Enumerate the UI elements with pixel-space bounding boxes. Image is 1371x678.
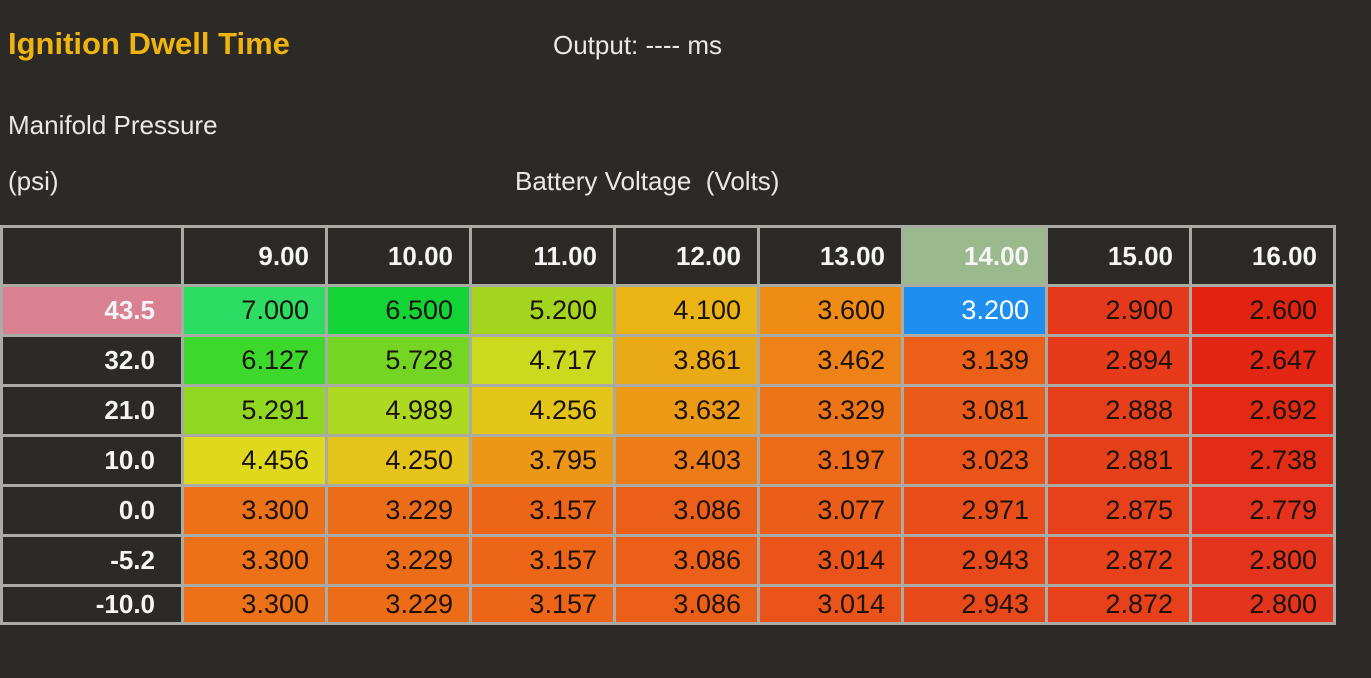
cell-r3c2[interactable]: 3.795 <box>469 434 616 487</box>
column-header-row: 9.00 10.00 11.00 12.00 13.00 14.00 15.00… <box>0 225 1336 287</box>
col-header-14.00-highlighted[interactable]: 14.00 <box>901 225 1048 287</box>
cell-r6c4[interactable]: 3.014 <box>757 584 904 625</box>
table-row: -5.2 3.300 3.229 3.157 3.086 3.014 2.943… <box>0 534 1336 587</box>
cell-r5c4[interactable]: 3.014 <box>757 534 904 587</box>
row-header-21.0[interactable]: 21.0 <box>0 384 184 437</box>
cell-r2c4[interactable]: 3.329 <box>757 384 904 437</box>
cell-r3c3[interactable]: 3.403 <box>613 434 760 487</box>
y-axis-label: Manifold Pressure <box>8 110 218 140</box>
cell-r0c0[interactable]: 7.000 <box>181 284 328 337</box>
cell-r5c6[interactable]: 2.872 <box>1045 534 1192 587</box>
cell-r4c0[interactable]: 3.300 <box>181 484 328 537</box>
cell-r1c4[interactable]: 3.462 <box>757 334 904 387</box>
cell-r6c7[interactable]: 2.800 <box>1189 584 1336 625</box>
table-row: 43.5 7.000 6.500 5.200 4.100 3.600 3.200… <box>0 284 1336 337</box>
cell-r1c7[interactable]: 2.647 <box>1189 334 1336 387</box>
row-header-0.0[interactable]: 0.0 <box>0 484 184 537</box>
cell-r3c0[interactable]: 4.456 <box>181 434 328 487</box>
cell-r1c1[interactable]: 5.728 <box>325 334 472 387</box>
cell-r6c2[interactable]: 3.157 <box>469 584 616 625</box>
cell-r3c1[interactable]: 4.250 <box>325 434 472 487</box>
cell-r6c6[interactable]: 2.872 <box>1045 584 1192 625</box>
row-header-43.5-highlighted[interactable]: 43.5 <box>0 284 184 337</box>
cell-r5c7[interactable]: 2.800 <box>1189 534 1336 587</box>
cell-r4c6[interactable]: 2.875 <box>1045 484 1192 537</box>
row-header-32.0[interactable]: 32.0 <box>0 334 184 387</box>
cell-r5c3[interactable]: 3.086 <box>613 534 760 587</box>
col-header-11.00[interactable]: 11.00 <box>469 225 616 287</box>
page-title: Ignition Dwell Time <box>8 26 290 61</box>
cell-r4c3[interactable]: 3.086 <box>613 484 760 537</box>
table-row: 32.0 6.127 5.728 4.717 3.861 3.462 3.139… <box>0 334 1336 387</box>
col-header-16.00[interactable]: 16.00 <box>1189 225 1336 287</box>
cell-r5c1[interactable]: 3.229 <box>325 534 472 587</box>
cell-r5c5[interactable]: 2.943 <box>901 534 1048 587</box>
cell-r6c1[interactable]: 3.229 <box>325 584 472 625</box>
cell-r4c7[interactable]: 2.779 <box>1189 484 1336 537</box>
cell-r3c7[interactable]: 2.738 <box>1189 434 1336 487</box>
table-row: -10.0 3.300 3.229 3.157 3.086 3.014 2.94… <box>0 584 1336 625</box>
cell-r6c0[interactable]: 3.300 <box>181 584 328 625</box>
row-header-10.0[interactable]: 10.0 <box>0 434 184 487</box>
cell-r1c6[interactable]: 2.894 <box>1045 334 1192 387</box>
cell-r4c2[interactable]: 3.157 <box>469 484 616 537</box>
cell-r4c1[interactable]: 3.229 <box>325 484 472 537</box>
cell-r0c3[interactable]: 4.100 <box>613 284 760 337</box>
cell-r0c7[interactable]: 2.600 <box>1189 284 1336 337</box>
cell-r4c4[interactable]: 3.077 <box>757 484 904 537</box>
cell-r1c2[interactable]: 4.717 <box>469 334 616 387</box>
cell-r5c0[interactable]: 3.300 <box>181 534 328 587</box>
cell-r6c3[interactable]: 3.086 <box>613 584 760 625</box>
cell-r0c2[interactable]: 5.200 <box>469 284 616 337</box>
dwell-value-table: 9.00 10.00 11.00 12.00 13.00 14.00 15.00… <box>0 225 1336 625</box>
col-header-15.00[interactable]: 15.00 <box>1045 225 1192 287</box>
selected-cell[interactable]: 3.200 <box>901 284 1048 337</box>
cell-r0c6[interactable]: 2.900 <box>1045 284 1192 337</box>
cell-r3c4[interactable]: 3.197 <box>757 434 904 487</box>
y-axis-unit: (psi) <box>8 166 59 196</box>
cell-r2c0[interactable]: 5.291 <box>181 384 328 437</box>
cell-r2c2[interactable]: 4.256 <box>469 384 616 437</box>
table-row: 21.0 5.291 4.989 4.256 3.632 3.329 3.081… <box>0 384 1336 437</box>
cell-r2c3[interactable]: 3.632 <box>613 384 760 437</box>
table-row: 0.0 3.300 3.229 3.157 3.086 3.077 2.971 … <box>0 484 1336 537</box>
cell-r2c6[interactable]: 2.888 <box>1045 384 1192 437</box>
cell-r1c5[interactable]: 3.139 <box>901 334 1048 387</box>
table-row: 10.0 4.456 4.250 3.795 3.403 3.197 3.023… <box>0 434 1336 487</box>
cell-r1c0[interactable]: 6.127 <box>181 334 328 387</box>
cell-r0c1[interactable]: 6.500 <box>325 284 472 337</box>
col-header-9.00[interactable]: 9.00 <box>181 225 328 287</box>
row-header--10.0[interactable]: -10.0 <box>0 584 184 625</box>
cell-r0c4[interactable]: 3.600 <box>757 284 904 337</box>
cell-r6c5[interactable]: 2.943 <box>901 584 1048 625</box>
cell-r3c5[interactable]: 3.023 <box>901 434 1048 487</box>
cell-r5c2[interactable]: 3.157 <box>469 534 616 587</box>
cell-r4c5[interactable]: 2.971 <box>901 484 1048 537</box>
col-header-10.00[interactable]: 10.00 <box>325 225 472 287</box>
cell-r2c7[interactable]: 2.692 <box>1189 384 1336 437</box>
corner-cell <box>0 225 184 287</box>
cell-r1c3[interactable]: 3.861 <box>613 334 760 387</box>
cell-r2c1[interactable]: 4.989 <box>325 384 472 437</box>
cell-r3c6[interactable]: 2.881 <box>1045 434 1192 487</box>
row-header--5.2[interactable]: -5.2 <box>0 534 184 587</box>
x-axis-label: Battery Voltage (Volts) <box>515 166 780 196</box>
col-header-12.00[interactable]: 12.00 <box>613 225 760 287</box>
cell-r2c5[interactable]: 3.081 <box>901 384 1048 437</box>
output-readout: Output: ---- ms <box>553 30 723 60</box>
col-header-13.00[interactable]: 13.00 <box>757 225 904 287</box>
